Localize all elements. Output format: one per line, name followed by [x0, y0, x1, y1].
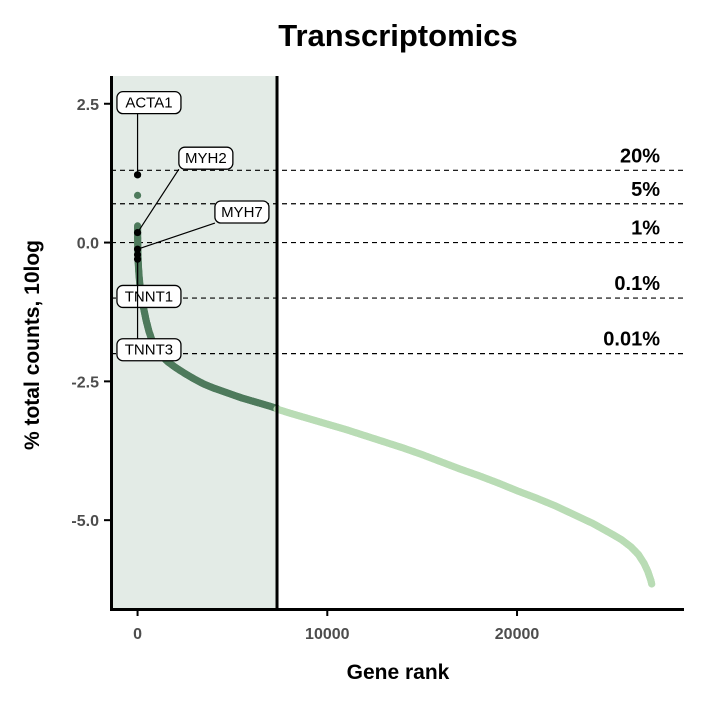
gene-label-box [178, 146, 234, 170]
gene-annotations: ACTA1 MYH2 MYH7 TNNT1 TNNT3 [116, 91, 270, 362]
x-axis-title: Gene rank [347, 661, 450, 684]
y-tick-label: -2.5 [71, 374, 99, 391]
gene-connector [137, 168, 180, 233]
gene-label: MYH7 [221, 204, 263, 221]
gene-label-box [214, 200, 270, 224]
x-axis-ticks: 0 10000 20000 [133, 609, 539, 643]
y-axis-title: % total counts, 10log [21, 240, 44, 450]
reference-line-label: 0.01% [603, 329, 660, 351]
x-tick-label: 10000 [305, 626, 350, 643]
x-tick-label: 0 [133, 626, 142, 643]
chart-title: Transcriptomics [278, 18, 517, 53]
gene-point [133, 245, 142, 253]
gene-label-box [116, 338, 182, 362]
reference-line-label: 5% [631, 179, 660, 201]
gene-point [133, 171, 142, 179]
gene-label: ACTA1 [125, 95, 172, 112]
data-point [133, 191, 142, 199]
data-point [648, 580, 656, 588]
reference-line-label: 0.1% [614, 273, 660, 295]
gene-connector [137, 222, 216, 250]
gene-point [133, 255, 142, 263]
x-tick-label: 20000 [495, 626, 540, 643]
gene-point [133, 228, 142, 237]
gene-label: MYH2 [185, 150, 227, 167]
gene-label: TNNT3 [125, 342, 173, 359]
gene-label: TNNT1 [125, 288, 173, 305]
gene-label-box [116, 91, 182, 115]
reference-line-label: 1% [631, 218, 660, 240]
gene-label-box [116, 284, 182, 309]
reference-line-label: 20% [620, 145, 660, 167]
y-tick-label: 2.5 [77, 97, 99, 114]
reference-lines: 20% 5% 1% 0.1% 0.01% [111, 145, 684, 355]
series-1 [273, 405, 656, 588]
y-tick-label: 0.0 [77, 236, 99, 253]
y-tick-label: -5.0 [71, 513, 99, 530]
y-axis-ticks: 2.5 0.0 -2.5 -5.0 [71, 97, 111, 530]
